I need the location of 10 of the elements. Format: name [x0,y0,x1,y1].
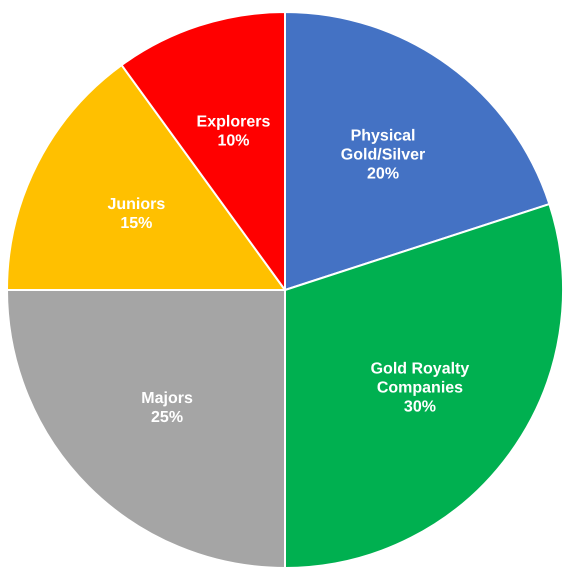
slice-label: Gold Royalty Companies [370,360,470,396]
data-label: 20% [367,165,400,182]
slice-label: Explorers [196,113,270,130]
slice-label: Majors [141,390,193,407]
data-label: 15% [120,215,152,232]
slice-label: Juniors [107,196,166,214]
data-label: 30% [404,398,436,416]
data-label: 10% [217,132,250,150]
data-label: 25% [151,408,184,426]
slice-label: Physical Gold/Silver [340,127,426,164]
